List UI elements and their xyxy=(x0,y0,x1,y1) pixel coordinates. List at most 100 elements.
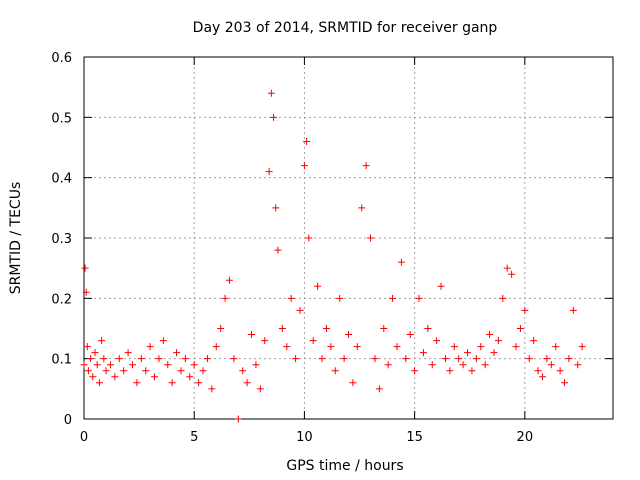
data-point xyxy=(503,264,511,272)
data-point xyxy=(146,343,154,351)
data-point xyxy=(375,385,383,393)
data-point xyxy=(367,234,375,242)
data-point xyxy=(428,361,436,369)
data-point xyxy=(199,367,207,375)
y-tick-label: 0.4 xyxy=(51,172,72,187)
data-point xyxy=(508,270,516,278)
data-point xyxy=(292,355,300,363)
data-point xyxy=(217,325,225,332)
data-point xyxy=(133,379,141,387)
data-point xyxy=(393,343,401,351)
data-point xyxy=(106,361,114,369)
data-point xyxy=(419,349,427,357)
data-point xyxy=(349,379,357,387)
data-point xyxy=(437,282,445,290)
data-point xyxy=(464,349,472,357)
data-point xyxy=(314,282,322,290)
data-point xyxy=(93,361,101,369)
data-point xyxy=(486,331,494,339)
data-point xyxy=(181,355,189,363)
data-point xyxy=(574,361,582,369)
data-point xyxy=(424,325,432,332)
data-point xyxy=(195,379,203,387)
x-tick-label: 0 xyxy=(80,430,88,445)
data-point xyxy=(265,168,273,176)
data-point xyxy=(190,361,198,369)
x-tick-label: 20 xyxy=(517,430,534,445)
data-point xyxy=(303,137,311,145)
data-point xyxy=(300,162,308,170)
data-point xyxy=(159,337,167,345)
data-point xyxy=(411,367,419,375)
data-point xyxy=(455,355,463,363)
data-point xyxy=(221,294,229,302)
data-point xyxy=(128,361,136,369)
data-point xyxy=(309,337,317,345)
data-point xyxy=(543,355,551,363)
data-point xyxy=(406,331,414,339)
data-point xyxy=(111,373,119,381)
x-axis-label: GPS time / hours xyxy=(286,458,403,474)
axis-ticks: 0 0.1 0.2 0.3 0.4 0.5 0.6 0 5 10 15 20 xyxy=(51,51,613,445)
data-point xyxy=(98,337,106,345)
data-point xyxy=(358,204,366,212)
data-point xyxy=(389,294,397,302)
data-point xyxy=(212,343,220,351)
y-tick-label: 0.2 xyxy=(51,292,72,307)
data-point xyxy=(565,355,573,363)
data-point xyxy=(142,367,150,375)
data-point xyxy=(248,331,256,339)
data-point xyxy=(459,361,467,369)
data-point xyxy=(494,337,502,345)
data-point xyxy=(296,306,304,314)
data-point xyxy=(331,367,339,375)
data-point xyxy=(270,113,278,121)
data-point xyxy=(87,355,95,363)
y-tick-label: 0.3 xyxy=(51,232,72,247)
data-point xyxy=(168,379,176,387)
data-point xyxy=(82,288,90,296)
y-axis-label: SRMTID / TECUs xyxy=(8,182,24,295)
data-point xyxy=(102,367,110,375)
x-tick-label: 15 xyxy=(406,430,423,445)
data-point xyxy=(371,355,379,363)
data-point xyxy=(84,367,92,375)
plot-frame xyxy=(83,56,614,420)
data-point xyxy=(80,361,88,369)
data-point xyxy=(239,367,247,375)
data-point xyxy=(521,306,529,314)
data-point xyxy=(402,355,410,363)
data-point xyxy=(115,355,123,363)
data-point xyxy=(336,294,344,302)
chart-title: Day 203 of 2014, SRMTID for receiver gan… xyxy=(193,20,498,36)
data-point xyxy=(345,331,352,339)
data-point xyxy=(155,355,163,363)
data-point xyxy=(516,325,524,332)
data-point xyxy=(397,258,405,266)
data-point xyxy=(234,415,242,423)
data-point xyxy=(124,349,132,357)
data-point xyxy=(547,361,555,369)
data-point xyxy=(552,343,560,351)
data-point xyxy=(538,373,546,381)
data-point xyxy=(230,355,238,363)
data-point xyxy=(151,373,159,381)
data-point xyxy=(95,379,103,387)
y-tick-label: 0.6 xyxy=(51,51,72,66)
data-point xyxy=(267,89,275,97)
data-point xyxy=(384,361,392,369)
data-point xyxy=(278,325,286,332)
data-point xyxy=(100,355,108,363)
data-point xyxy=(362,162,370,170)
data-point xyxy=(525,355,533,363)
data-point xyxy=(490,349,498,357)
data-point xyxy=(208,385,216,393)
data-points xyxy=(80,89,586,423)
data-point xyxy=(441,355,449,363)
data-point xyxy=(305,234,313,242)
data-point xyxy=(353,343,361,351)
x-tick-label: 10 xyxy=(296,430,313,445)
data-point xyxy=(556,367,564,375)
data-point xyxy=(173,349,181,357)
